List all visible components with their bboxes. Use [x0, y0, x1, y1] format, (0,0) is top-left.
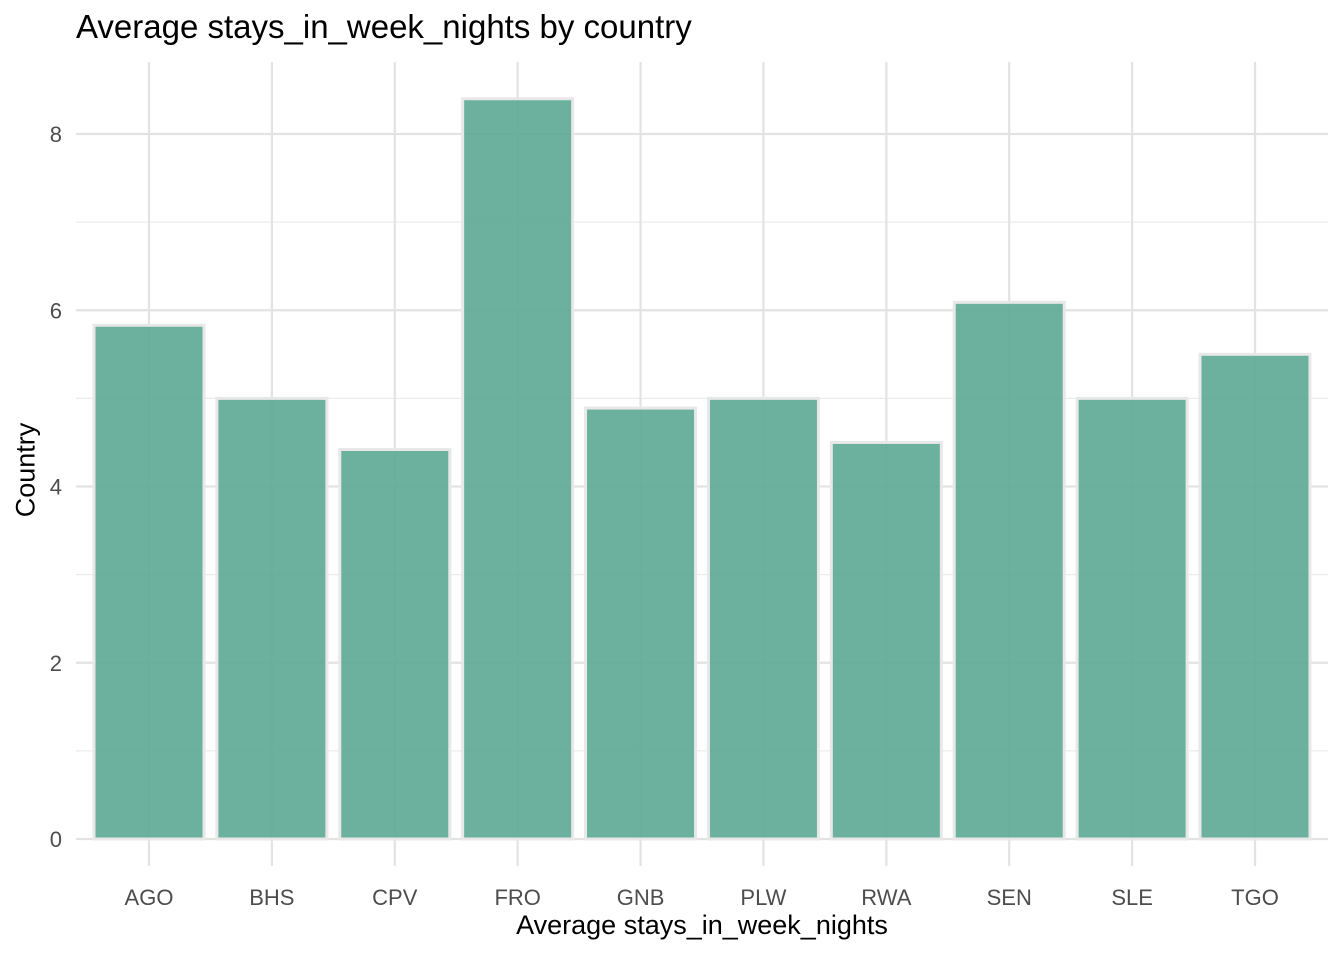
y-tick-label: 0 — [50, 827, 62, 852]
bar-bhs — [215, 396, 329, 841]
bar-tgo — [1198, 352, 1312, 841]
bar-gnb — [584, 406, 698, 841]
x-tick-label: PLW — [740, 885, 786, 910]
bar-ago — [92, 323, 206, 841]
x-tick-label: TGO — [1231, 885, 1279, 910]
x-tick-label: BHS — [249, 885, 294, 910]
bar-fro — [461, 97, 575, 841]
x-tick-label: RWA — [861, 885, 911, 910]
bars — [92, 97, 1312, 841]
bar-cpv — [338, 447, 452, 841]
bar-rwa — [829, 440, 943, 841]
x-axis-title: Average stays_in_week_nights — [516, 910, 888, 940]
x-tick-label: SLE — [1111, 885, 1153, 910]
x-tick-label: GNB — [617, 885, 665, 910]
x-tick-label: FRO — [494, 885, 540, 910]
y-tick-label: 6 — [50, 298, 62, 323]
x-tick-label: SEN — [987, 885, 1032, 910]
bar-sen — [952, 300, 1066, 841]
x-tick-label: CPV — [372, 885, 418, 910]
y-tick-label: 2 — [50, 651, 62, 676]
x-tick-labels: AGO BHS CPV FRO GNB PLW RWA SEN SLE TGO — [125, 885, 1279, 910]
y-tick-label: 8 — [50, 122, 62, 147]
bar-plw — [706, 396, 820, 841]
y-axis-title: Country — [10, 422, 41, 518]
x-tick-label: AGO — [125, 885, 174, 910]
y-tick-label: 4 — [50, 475, 62, 500]
chart-title: Average stays_in_week_nights by country — [76, 8, 692, 45]
bar-sle — [1075, 396, 1189, 841]
y-tick-labels: 0 2 4 6 8 — [50, 122, 62, 852]
